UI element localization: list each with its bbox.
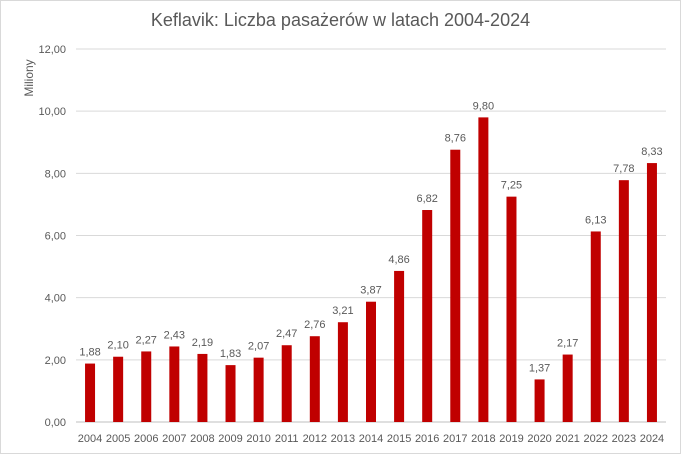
- x-tick-label: 2009: [218, 433, 242, 445]
- x-axis-ticks: 2004 2005 2006 2007 2008 2009 2010 2011 2012 2013…: [78, 433, 664, 445]
- data-label: 8,76: [445, 133, 466, 145]
- data-label: 2,10: [107, 340, 128, 352]
- bar-2013: [337, 322, 348, 422]
- bar-2023: [618, 180, 629, 422]
- x-tick-label: 2006: [134, 433, 158, 445]
- data-label: 7,25: [501, 180, 522, 192]
- bar-2010: [253, 357, 264, 422]
- bar-2014: [366, 301, 376, 422]
- y-axis-label: Miliony: [22, 59, 36, 96]
- bars: [85, 117, 657, 422]
- data-label: 1,88: [79, 347, 100, 359]
- x-tick-label: 2018: [471, 433, 495, 445]
- data-label: 4,86: [388, 254, 409, 266]
- y-tick-label: 12,00: [38, 44, 66, 56]
- y-tick-label: 0,00: [45, 417, 66, 429]
- bar-2017: [450, 149, 461, 422]
- x-tick-label: 2024: [640, 433, 664, 445]
- data-label: 7,78: [613, 163, 634, 175]
- data-label: 9,80: [473, 100, 494, 112]
- bar-2007: [169, 346, 180, 422]
- x-tick-label: 2016: [415, 433, 439, 445]
- bar-2015: [394, 270, 405, 422]
- y-tick-label: 2,00: [45, 355, 66, 367]
- x-tick-label: 2013: [331, 433, 355, 445]
- x-tick-label: 2015: [387, 433, 411, 445]
- bar-2005: [113, 356, 124, 422]
- bar-2019: [506, 196, 517, 422]
- data-label: 2,43: [164, 329, 185, 341]
- data-label: 2,17: [557, 338, 578, 350]
- data-label: 6,82: [416, 193, 437, 205]
- x-tick-label: 2011: [275, 433, 299, 445]
- y-tick-label: 8,00: [45, 168, 66, 180]
- chart-title: Keflavik: Liczba pasażerów w latach 2004…: [150, 10, 531, 30]
- bar-2020: [534, 379, 545, 422]
- data-label: 6,13: [585, 214, 606, 226]
- bar-2024: [646, 163, 657, 422]
- data-label: 1,83: [220, 348, 241, 360]
- data-label: 2,19: [192, 337, 213, 349]
- bar-2021: [562, 354, 573, 422]
- data-label: 2,07: [248, 341, 269, 353]
- y-tick-label: 6,00: [45, 231, 66, 243]
- bar-2004: [85, 363, 96, 422]
- y-tick-label: 10,00: [38, 106, 66, 118]
- data-labels: 1,88 2,10 2,27 2,43 2,19 1,83 2,07 2,47 2,76 3,21…: [79, 100, 662, 374]
- bar-2006: [141, 351, 152, 422]
- x-tick-label: 2022: [584, 433, 608, 445]
- data-label: 2,27: [136, 334, 157, 346]
- bar-2018: [478, 117, 489, 422]
- data-label: 3,87: [360, 285, 381, 297]
- y-tick-label: 4,00: [45, 293, 66, 305]
- x-tick-label: 2023: [612, 433, 636, 445]
- x-tick-label: 2005: [106, 433, 130, 445]
- bar-2022: [590, 231, 601, 422]
- data-label: 2,47: [276, 328, 297, 340]
- x-tick-label: 2017: [443, 433, 467, 445]
- data-label: 2,76: [304, 319, 325, 331]
- x-tick-label: 2004: [78, 433, 102, 445]
- bar-2009: [225, 365, 236, 422]
- x-tick-label: 2014: [359, 433, 383, 445]
- bar-2016: [422, 210, 433, 422]
- data-label: 3,21: [332, 305, 353, 317]
- x-tick-label: 2007: [162, 433, 186, 445]
- bar-2011: [281, 345, 292, 422]
- y-axis-ticks: 0,00 2,00 4,00 6,00 8,00 10,00 12,00: [38, 44, 66, 429]
- x-tick-label: 2020: [527, 433, 551, 445]
- data-label: 1,37: [529, 362, 550, 374]
- x-tick-label: 2008: [190, 433, 214, 445]
- x-tick-label: 2019: [499, 433, 523, 445]
- bar-2012: [309, 336, 320, 422]
- x-tick-label: 2012: [303, 433, 327, 445]
- data-label: 8,33: [641, 146, 662, 158]
- x-tick-label: 2021: [555, 433, 579, 445]
- x-tick-label: 2010: [246, 433, 270, 445]
- bar-2008: [197, 353, 208, 422]
